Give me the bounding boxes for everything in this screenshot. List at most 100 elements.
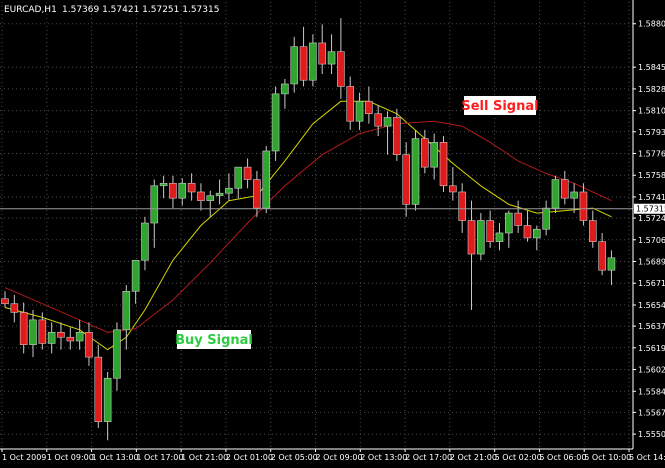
bear-candle xyxy=(318,42,327,65)
y-tick-label: 1.57760 xyxy=(638,149,665,158)
bull-candle xyxy=(383,117,392,127)
bear-candle xyxy=(187,182,196,193)
slow-ma-line xyxy=(4,120,612,333)
bull-candle xyxy=(411,138,420,205)
bull-candle xyxy=(551,179,560,209)
bull-candle xyxy=(290,46,299,85)
y-tick-label: 1.57065 xyxy=(638,236,665,245)
bear-candle xyxy=(169,182,177,199)
bull-candle xyxy=(47,331,56,344)
grid xyxy=(0,2,633,449)
bull-candle xyxy=(215,192,224,196)
current-price-tag xyxy=(634,203,665,214)
buy-signal-label-box xyxy=(177,330,251,349)
bear-candle xyxy=(560,179,569,199)
bear-candle xyxy=(243,166,252,180)
bear-candle xyxy=(421,138,429,168)
bear-candle xyxy=(458,191,466,221)
bear-candle xyxy=(299,46,308,81)
bull-candle xyxy=(206,195,215,201)
bull-candle xyxy=(570,191,578,199)
y-tick-label: 1.57935 xyxy=(638,128,665,137)
bear-candle xyxy=(1,298,9,305)
symbol-timeframe: EURCAD,H1 xyxy=(4,5,57,15)
x-tick-label: 1 Oct 2009 xyxy=(2,453,46,462)
bull-candle xyxy=(131,259,140,292)
x-tick-label: 2 Oct 13:00 xyxy=(360,453,407,462)
bear-candle xyxy=(467,220,476,255)
buy-signal-label: Buy Signal xyxy=(175,333,253,348)
bull-candle xyxy=(533,228,541,239)
annotations: Sell Signal Buy Signal xyxy=(175,96,539,349)
y-tick-label: 1.57410 xyxy=(638,193,665,202)
bull-candle xyxy=(495,232,504,242)
bear-candle xyxy=(402,154,410,205)
bull-candle xyxy=(542,207,550,230)
bear-candle xyxy=(57,331,65,338)
y-tick-label: 1.57240 xyxy=(638,214,665,223)
y-tick-label: 1.56715 xyxy=(638,279,665,288)
bull-candle xyxy=(29,319,37,346)
x-tick-label: 1 Oct 13:00 xyxy=(92,453,139,462)
bull-candle xyxy=(150,185,159,224)
bull-candle xyxy=(355,101,364,122)
bear-candle xyxy=(365,101,373,115)
y-tick-label: 1.55500 xyxy=(638,430,665,439)
bull-candle xyxy=(281,83,289,95)
bull-candle xyxy=(477,220,485,255)
x-tick-label: 2 Oct 21:00 xyxy=(450,453,497,462)
y-tick-label: 1.58280 xyxy=(638,85,665,94)
bull-candle xyxy=(159,182,168,187)
x-tick-label: 1 Oct 17:00 xyxy=(136,453,183,462)
bear-candle xyxy=(346,86,355,122)
bear-candle xyxy=(579,191,588,221)
y-tick-label: 1.55845 xyxy=(638,387,665,396)
bull-candle xyxy=(225,187,233,194)
bull-candle xyxy=(607,257,616,271)
bear-candle xyxy=(337,51,345,87)
y-tick-label: 1.58805 xyxy=(638,20,665,29)
bear-candle xyxy=(598,241,606,271)
current-price-line: 1.57315 xyxy=(0,203,665,214)
x-tick-label: 2 Oct 17:00 xyxy=(405,453,452,462)
y-tick-label: 1.58455 xyxy=(638,63,665,72)
x-tick-label: 5 Oct 14:00 xyxy=(629,453,665,462)
x-tick-label: 5 Oct 06:00 xyxy=(539,453,586,462)
bear-candle xyxy=(588,220,597,242)
bear-candle xyxy=(449,185,457,193)
x-tick-label: 5 Oct 02:00 xyxy=(495,453,542,462)
bear-candle xyxy=(197,191,205,201)
x-tick-label: 5 Oct 10:00 xyxy=(584,453,631,462)
candles xyxy=(1,18,616,441)
y-tick-label: 1.58105 xyxy=(638,107,665,116)
bear-candle xyxy=(374,113,383,127)
y-tick-label: 1.56020 xyxy=(638,366,665,375)
bull-candle xyxy=(327,51,336,65)
x-tick-label: 2 Oct 09:00 xyxy=(316,453,363,462)
bear-candle xyxy=(439,142,448,187)
bear-candle xyxy=(19,312,28,345)
bear-candle xyxy=(486,220,494,242)
bull-candle xyxy=(262,150,271,209)
bull-candle xyxy=(178,182,187,199)
bear-candle xyxy=(10,303,19,313)
x-tick-label: 2 Oct 05:00 xyxy=(271,453,318,462)
bear-candle xyxy=(393,117,401,156)
x-tick-label: 1 Oct 21:00 xyxy=(181,453,228,462)
y-tick-label: 1.55675 xyxy=(638,408,665,417)
bull-candle xyxy=(430,142,438,168)
bear-candle xyxy=(85,331,93,358)
y-tick-label: 1.57585 xyxy=(638,171,665,180)
bear-candle xyxy=(66,336,75,342)
ohlc-readout: 1.57369 1.57421 1.57251 1.57315 xyxy=(62,5,219,15)
bull-candle xyxy=(113,329,121,379)
current-price-label: 1.57315 xyxy=(636,205,665,214)
bull-candle xyxy=(103,377,112,422)
bear-candle xyxy=(94,356,103,422)
x-tick-label: 2 Oct 01:00 xyxy=(226,453,273,462)
x-tick-label: 1 Oct 09:00 xyxy=(47,453,94,462)
bull-candle xyxy=(234,166,243,189)
